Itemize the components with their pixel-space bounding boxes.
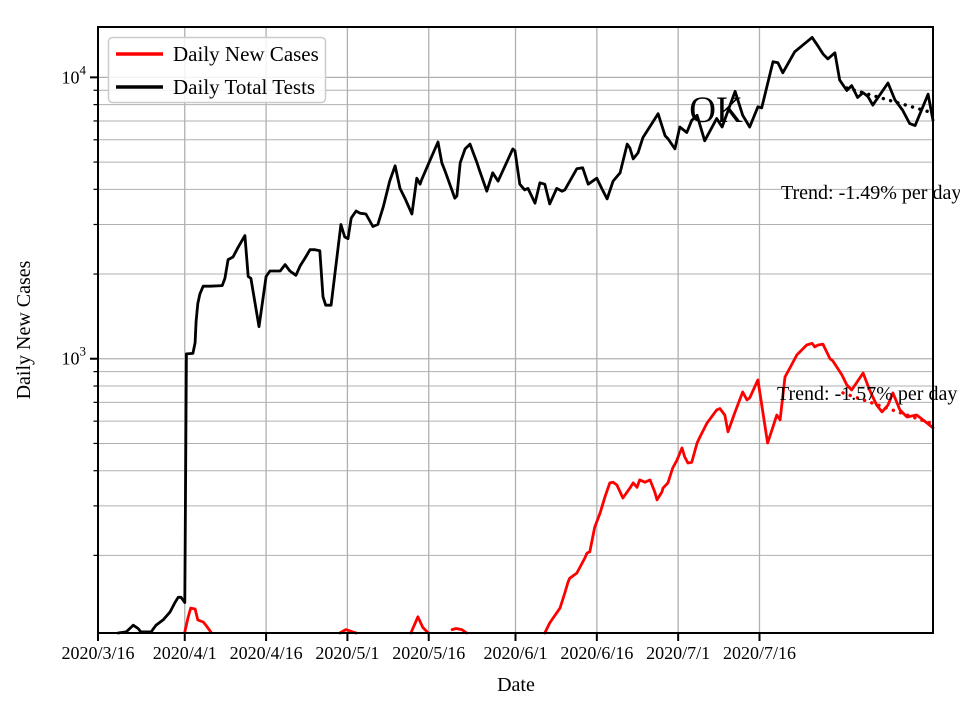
x-tick-label: 2020/4/16 bbox=[230, 643, 303, 663]
legend-label-daily-total-tests: Daily Total Tests bbox=[173, 75, 315, 99]
tick-labels: 2020/3/16 2020/4/1 2020/4/16 2020/5/1 2020/5… bbox=[61, 62, 796, 663]
x-tick-label: 2020/6/16 bbox=[560, 643, 633, 663]
y-tick-label: 103 bbox=[62, 344, 87, 369]
legend: Daily New Cases Daily Total Tests bbox=[107, 36, 327, 104]
y-axis-label: Daily New Cases bbox=[13, 260, 35, 399]
series-line bbox=[450, 627, 469, 635]
x-tick-label: 2020/7/16 bbox=[723, 643, 796, 663]
data-series bbox=[116, 36, 935, 635]
trend-dotted-line bbox=[841, 391, 935, 426]
x-tick-label: 2020/5/16 bbox=[392, 643, 465, 663]
trend-lines bbox=[841, 86, 935, 426]
y-tick-label: 104 bbox=[62, 62, 87, 87]
x-tick-label: 2020/3/16 bbox=[61, 643, 134, 663]
legend-label-daily-new-cases: Daily New Cases bbox=[173, 42, 319, 66]
trend-dotted-line bbox=[845, 86, 935, 115]
gridlines bbox=[97, 27, 933, 633]
series-line bbox=[409, 615, 430, 635]
x-tick-label: 2020/6/1 bbox=[483, 643, 547, 663]
series-line bbox=[543, 341, 935, 635]
series-line bbox=[116, 36, 935, 635]
x-tick-label: 2020/7/1 bbox=[646, 643, 710, 663]
series-daily-total-tests bbox=[116, 36, 935, 635]
x-tick-label: 2020/4/1 bbox=[153, 643, 217, 663]
axes-spines-ticks bbox=[90, 26, 934, 641]
trend-annotation-tests: Trend: -1.49% per day bbox=[781, 182, 960, 204]
state-annotation: OK bbox=[689, 90, 743, 131]
series-line bbox=[183, 606, 213, 634]
trend-annotation-cases: Trend: -1.57% per day bbox=[777, 383, 957, 405]
x-axis-label: Date bbox=[497, 674, 535, 696]
x-tick-label: 2020/5/1 bbox=[315, 643, 379, 663]
